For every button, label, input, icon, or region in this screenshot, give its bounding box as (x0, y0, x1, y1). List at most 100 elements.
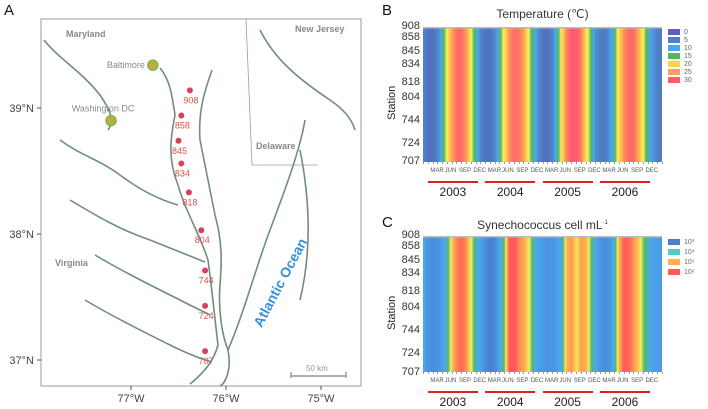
x-minor-tick (523, 372, 525, 374)
x-minor-tick (614, 162, 616, 164)
heatmap-cell (461, 236, 463, 372)
heatmap-cell (460, 236, 462, 372)
heatmap-cell (572, 236, 574, 372)
heatmap-cell (650, 27, 653, 162)
year-bar (485, 181, 536, 183)
legend-item: 10 (668, 44, 692, 52)
heatmap-cell (427, 27, 430, 162)
city-label: Baltimore (107, 60, 145, 70)
heatmap-cell (569, 236, 571, 372)
month-tick-label: SEP (573, 378, 586, 384)
heatmap-cell (497, 236, 500, 372)
heatmap-cell (546, 236, 548, 372)
year-bar (485, 391, 536, 393)
heatmap-cell (605, 236, 608, 372)
heatmap-cell (623, 27, 626, 162)
legend-swatch (668, 45, 680, 51)
heatmap-cell (541, 27, 544, 162)
station-label: 845 (172, 146, 187, 156)
heatmap-cell (578, 236, 581, 372)
x-minor-tick (585, 372, 587, 374)
heatmap-cell (476, 236, 479, 372)
month-tick-label: DEC (473, 168, 487, 174)
heatmap-cell (613, 236, 615, 372)
heatmap-cell (505, 236, 507, 372)
heatmap-cell (563, 27, 566, 162)
heatmap-cell (456, 236, 459, 372)
city-marker (105, 114, 117, 127)
month-tick-label: JUN (616, 168, 629, 174)
heatmap-cell (600, 236, 603, 372)
year-label: 2005 (554, 395, 581, 409)
heatmap-cell (530, 27, 532, 162)
city-label: Washington DC (72, 104, 135, 114)
heatmap-cell (522, 236, 524, 372)
station-tick-label: 834 (401, 58, 420, 70)
heatmap-cell (435, 27, 437, 162)
year-label: 2006 (611, 185, 639, 199)
heatmap-cell (513, 27, 516, 162)
heatmap-cell (553, 236, 556, 372)
heatmap-cell (477, 236, 480, 372)
heatmap-cell (448, 236, 451, 372)
heatmap-cell (500, 27, 502, 162)
station-tick-label: 818 (401, 76, 420, 88)
heatmap-cell (601, 236, 604, 372)
heatmap-cell (501, 236, 503, 372)
temperature-heatmap (423, 27, 662, 162)
heatmap-cell (631, 27, 633, 162)
heatmap-cell (574, 236, 576, 372)
x-minor-tick (652, 372, 654, 374)
map-frame (40, 18, 362, 387)
heatmap-cell (618, 27, 620, 162)
heatmap-cell (610, 27, 612, 162)
heatmap-cell (509, 236, 511, 372)
heatmap-cell (571, 27, 573, 162)
heatmap-cell (527, 27, 529, 162)
heatmap-cell (560, 236, 563, 372)
lon-tick-label: 75°W (307, 393, 335, 405)
heatmap-cell (423, 236, 426, 372)
heatmap-cell (647, 236, 650, 372)
heatmap-cell (512, 236, 515, 372)
heatmap-cell (537, 27, 540, 162)
station-marker (175, 137, 182, 144)
heatmap-cell (660, 236, 662, 372)
heatmap-cell (489, 236, 492, 372)
x-minor-tick (432, 162, 434, 164)
x-minor-tick (427, 372, 429, 374)
heatmap-cell (636, 27, 638, 162)
heatmap-cell (566, 236, 568, 372)
station-marker (198, 227, 205, 234)
heatmap-cell (507, 236, 509, 372)
legend-swatch (668, 77, 680, 83)
heatmap-cell (426, 27, 429, 162)
heatmap-cell (643, 236, 646, 372)
heatmap-cell (425, 27, 428, 162)
heatmap-cell (624, 27, 627, 162)
legend-label: 10⁴ (684, 248, 695, 256)
heatmap-cell (510, 236, 513, 372)
station-tick-label: 908 (401, 229, 420, 241)
station-tick-label: 744 (401, 323, 420, 336)
heatmap-cell (596, 27, 599, 162)
x-minor-tick (456, 372, 458, 374)
x-minor-tick (504, 372, 506, 374)
x-minor-tick (523, 162, 525, 164)
year-label: 2003 (439, 185, 467, 199)
heatmap-cell (544, 236, 546, 372)
heatmap-cell (516, 236, 519, 372)
heatmap-cell (578, 27, 581, 162)
heatmap-cell (557, 236, 560, 372)
x-minor-tick (470, 162, 472, 164)
heatmap-cell (466, 27, 468, 162)
heatmap-cell (450, 27, 453, 162)
heatmap-cell (640, 27, 643, 162)
heatmap-cell (561, 236, 564, 372)
heatmap-cell (607, 27, 610, 162)
heatmap-cell (440, 236, 442, 372)
x-minor-tick (537, 162, 539, 164)
heatmap-cell (424, 236, 427, 372)
x-minor-tick (571, 372, 573, 374)
heatmap-cell (527, 236, 529, 372)
